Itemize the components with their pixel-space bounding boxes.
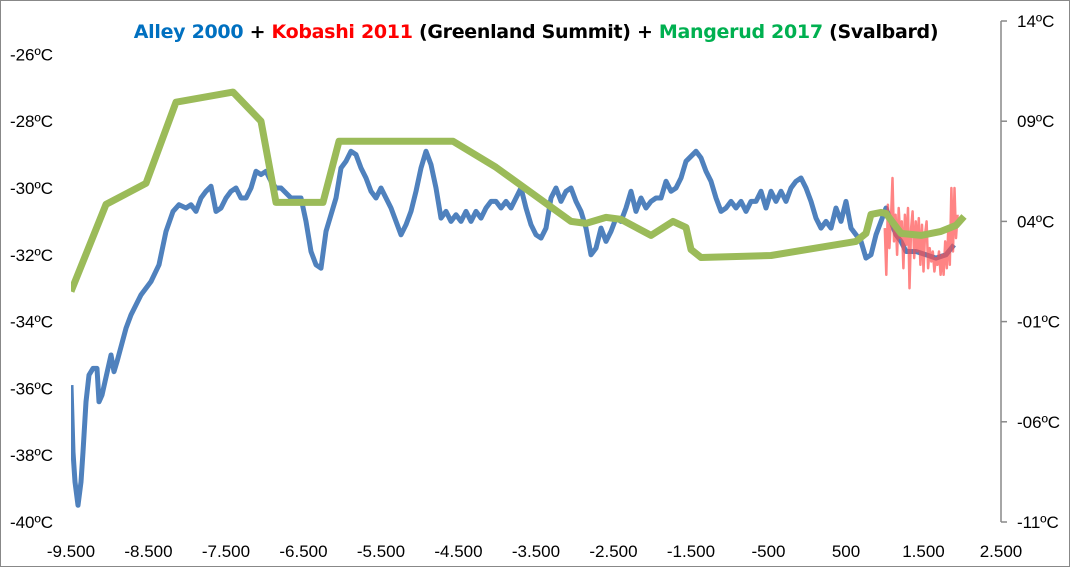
x-tick-label: -3.500 (512, 542, 560, 561)
y-left-tick-label: -28ºC (10, 112, 53, 131)
x-tick-label: -4.500 (434, 542, 482, 561)
x-tick-label: -8.500 (124, 542, 172, 561)
y-right-tick-label: -01ºC (1017, 313, 1060, 332)
x-tick-label: -2.500 (589, 542, 637, 561)
y-right-tick-label: 14ºC (1017, 12, 1054, 31)
title-part-plus-1: + (243, 21, 272, 43)
x-tick-label: -6.500 (279, 542, 327, 561)
y-left-tick-label: -32ºC (10, 246, 53, 265)
x-tick-label: -500 (751, 542, 785, 561)
title-part-alley: Alley 2000 (133, 21, 244, 43)
title-part-greenland: (Greenland Summit) + (412, 21, 659, 43)
x-tick-label: -5.500 (357, 542, 405, 561)
y-left-tick-label: -34ºC (10, 313, 53, 332)
x-tick-label: 2.500 (980, 542, 1023, 561)
x-tick-label: -9.500 (47, 542, 95, 561)
title-part-svalbard: (Svalbard) (822, 21, 939, 43)
x-tick-label: -1.500 (667, 542, 715, 561)
x-tick-label: -7.500 (202, 542, 250, 561)
y-right-tick-label: 09ºC (1017, 112, 1054, 131)
x-tick-label: 500 (832, 542, 860, 561)
y-right-tick-label: -06ºC (1017, 413, 1060, 432)
y-right-tick-label: 04ºC (1017, 212, 1054, 231)
series-line-mangerud-2017 (71, 88, 967, 293)
y-right-tick-label: -11ºC (1017, 513, 1059, 532)
y-left-tick-label: -36ºC (10, 379, 53, 398)
y-left-tick-label: -26ºC (10, 45, 53, 64)
title-part-kobashi: Kobashi 2011 (271, 21, 413, 43)
y-left-tick-label: -30ºC (10, 179, 53, 198)
y-left-tick-label: -38ºC (10, 446, 53, 465)
chart-title: Alley 2000 + Kobashi 2011 (Greenland Sum… (1, 21, 1069, 43)
x-tick-label: 1.500 (902, 542, 945, 561)
y-left-tick-label: -40ºC (10, 513, 53, 532)
title-part-mangerud: Mangerud 2017 (658, 21, 823, 43)
series-line-kobashi-2011 (883, 176, 959, 290)
series-line-alley-2000 (71, 148, 956, 508)
